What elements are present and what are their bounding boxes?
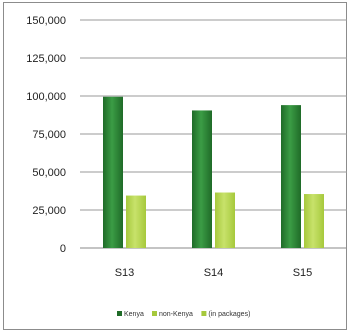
bar-non-kenya-s15 [304, 194, 324, 248]
legend-label: non-Kenya [159, 311, 193, 318]
bar-kenya-s15 [281, 105, 301, 249]
y-tick-label: 25,000 [32, 205, 66, 217]
bar-kenya-s13 [103, 96, 123, 248]
x-tick-label: S15 [293, 267, 313, 279]
y-tick-label: 75,000 [32, 129, 66, 141]
legend-label: (in packages) [208, 311, 250, 318]
y-tick-label: 50,000 [32, 167, 66, 179]
bar-non-kenya-s14 [215, 192, 235, 248]
legend-swatch [152, 311, 157, 316]
legend-label: Kenya [124, 311, 144, 318]
y-tick-label: 150,000 [26, 15, 66, 27]
y-tick-label: 125,000 [26, 53, 66, 65]
y-tick-label: 0 [60, 243, 66, 255]
legend-swatch [201, 311, 207, 316]
x-tick-label: S14 [204, 267, 224, 279]
bar-non-kenya-s13 [126, 195, 146, 248]
y-tick-label: 100,000 [26, 91, 66, 103]
bar-kenya-s14 [192, 110, 212, 248]
legend-swatch [117, 311, 122, 316]
x-tick-label: S13 [115, 267, 135, 279]
